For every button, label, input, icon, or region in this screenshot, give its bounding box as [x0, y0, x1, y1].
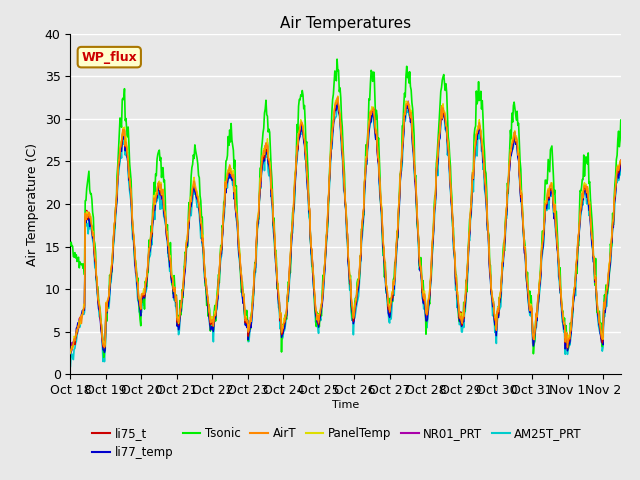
Tsonic — [333, 56, 341, 62]
AirT — [462, 288, 470, 293]
AirT — [67, 348, 74, 353]
NR01_PRT — [68, 343, 76, 349]
Line: AM25T_PRT: AM25T_PRT — [70, 103, 621, 366]
li77_temp — [476, 127, 484, 133]
X-axis label: Time: Time — [332, 400, 359, 410]
AM25T_PRT — [476, 136, 483, 142]
AirT — [143, 267, 151, 273]
AirT — [301, 147, 309, 153]
AirT — [617, 157, 625, 163]
AM25T_PRT — [143, 271, 151, 276]
Line: li75_t: li75_t — [70, 98, 621, 353]
Tsonic — [145, 270, 152, 276]
NR01_PRT — [334, 95, 342, 101]
li75_t — [301, 150, 309, 156]
PanelTemp — [68, 346, 76, 351]
Tsonic — [617, 117, 625, 123]
AM25T_PRT — [68, 354, 76, 360]
AM25T_PRT — [333, 100, 341, 106]
Tsonic — [323, 229, 330, 235]
li77_temp — [334, 100, 342, 106]
Line: NR01_PRT: NR01_PRT — [70, 98, 621, 354]
PanelTemp — [322, 236, 330, 241]
li77_temp — [323, 234, 330, 240]
li75_t — [617, 158, 625, 164]
PanelTemp — [476, 117, 483, 122]
Tsonic — [68, 243, 76, 249]
li77_temp — [145, 263, 152, 268]
li75_t — [476, 122, 483, 128]
li77_temp — [100, 349, 108, 355]
li75_t — [67, 350, 74, 356]
Line: AirT: AirT — [70, 97, 621, 350]
NR01_PRT — [462, 288, 470, 294]
NR01_PRT — [301, 150, 309, 156]
Tsonic — [476, 97, 484, 103]
Title: Air Temperatures: Air Temperatures — [280, 16, 411, 31]
Text: WP_flux: WP_flux — [81, 51, 137, 64]
AM25T_PRT — [301, 156, 309, 162]
Tsonic — [67, 242, 74, 248]
li75_t — [322, 238, 330, 243]
AirT — [334, 94, 342, 100]
PanelTemp — [301, 145, 309, 151]
li75_t — [462, 287, 470, 292]
li75_t — [143, 267, 151, 273]
Line: Tsonic: Tsonic — [70, 59, 621, 358]
NR01_PRT — [322, 241, 330, 247]
Tsonic — [100, 355, 108, 360]
li77_temp — [67, 349, 74, 355]
NR01_PRT — [143, 269, 151, 275]
li75_t — [68, 342, 76, 348]
Y-axis label: Air Temperature (C): Air Temperature (C) — [26, 143, 39, 265]
Tsonic — [463, 289, 470, 295]
Line: PanelTemp: PanelTemp — [70, 96, 621, 353]
li77_temp — [68, 343, 76, 349]
NR01_PRT — [617, 157, 625, 163]
li75_t — [334, 96, 342, 101]
AM25T_PRT — [67, 363, 74, 369]
AirT — [322, 238, 330, 244]
Legend: li75_t, li77_temp, Tsonic, AirT, PanelTemp, NR01_PRT, AM25T_PRT: li75_t, li77_temp, Tsonic, AirT, PanelTe… — [87, 422, 587, 464]
PanelTemp — [334, 93, 342, 99]
li77_temp — [302, 162, 310, 168]
AM25T_PRT — [617, 161, 625, 167]
AM25T_PRT — [462, 296, 470, 301]
NR01_PRT — [67, 351, 74, 357]
Tsonic — [302, 142, 310, 148]
PanelTemp — [67, 350, 74, 356]
PanelTemp — [143, 265, 151, 271]
PanelTemp — [462, 282, 470, 288]
AM25T_PRT — [322, 249, 330, 254]
PanelTemp — [617, 158, 625, 164]
AirT — [68, 344, 76, 350]
NR01_PRT — [476, 123, 483, 129]
AirT — [476, 120, 483, 125]
li77_temp — [617, 161, 625, 167]
li77_temp — [463, 275, 470, 280]
Line: li77_temp: li77_temp — [70, 103, 621, 352]
